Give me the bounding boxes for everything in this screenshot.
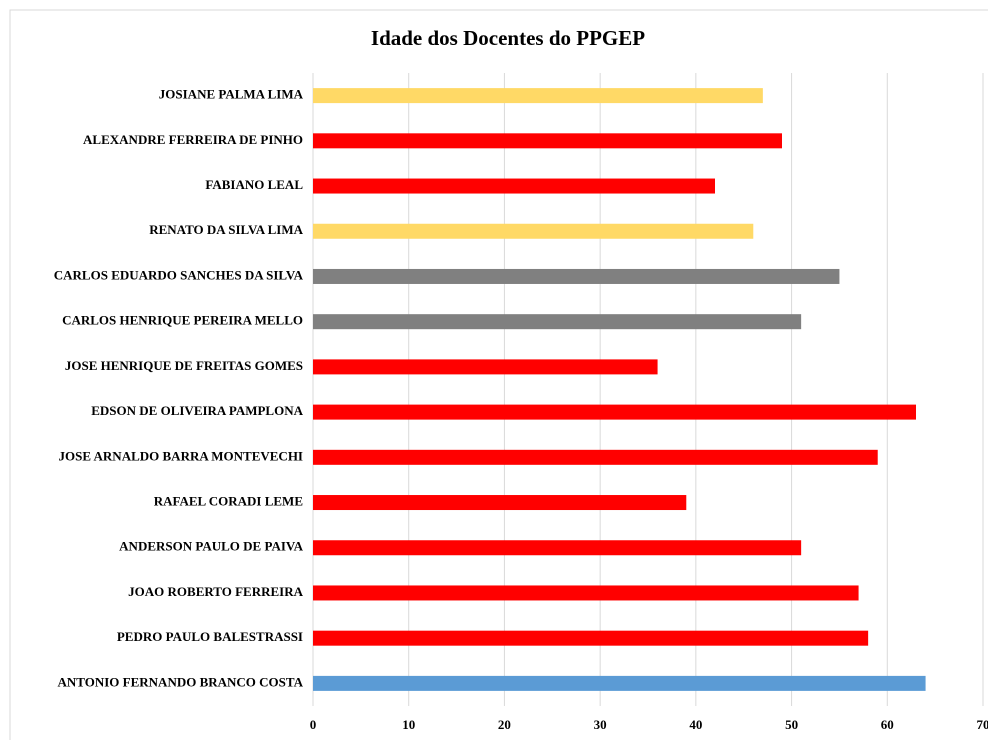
x-tick-label: 10 [402, 717, 415, 732]
x-tick-label: 0 [310, 717, 317, 732]
y-tick-label: ANTONIO FERNANDO BRANCO COSTA [58, 674, 304, 689]
bar [313, 314, 802, 330]
bar [313, 268, 840, 284]
y-tick-label: CARLOS EDUARDO SANCHES DA SILVA [54, 267, 304, 282]
chart-frame [9, 9, 988, 740]
y-tick-label: FABIANO LEAL [205, 177, 303, 192]
x-tick-label: 20 [498, 717, 511, 732]
y-tick-label: PEDRO PAULO BALESTRASSI [117, 629, 303, 644]
bar [313, 540, 802, 556]
y-tick-label: JOAO ROBERTO FERREIRA [128, 584, 303, 599]
chart-title: Idade dos Docentes do PPGEP [371, 26, 645, 50]
y-tick-label: ALEXANDRE FERREIRA DE PINHO [83, 132, 303, 147]
bar [313, 133, 782, 149]
bar [313, 223, 754, 239]
y-tick-label: JOSE ARNALDO BARRA MONTEVECHI [58, 448, 303, 463]
y-tick-label: CARLOS HENRIQUE PEREIRA MELLO [62, 313, 303, 328]
x-tick-label: 40 [689, 717, 702, 732]
y-tick-label: RENATO DA SILVA LIMA [149, 222, 303, 237]
bar [313, 178, 715, 194]
bar [313, 675, 926, 691]
bar [313, 88, 763, 104]
y-tick-label: EDSON DE OLIVEIRA PAMPLONA [91, 403, 303, 418]
x-tick-label: 50 [785, 717, 798, 732]
bar [313, 630, 869, 646]
y-tick-label: JOSE HENRIQUE DE FREITAS GOMES [65, 358, 303, 373]
bar [313, 449, 878, 465]
y-tick-label: ANDERSON PAULO DE PAIVA [119, 539, 303, 554]
bar [313, 404, 916, 420]
bar [313, 585, 859, 601]
x-tick-label: 30 [594, 717, 607, 732]
y-tick-label: JOSIANE PALMA LIMA [159, 87, 304, 102]
x-tick-label: 70 [977, 717, 988, 732]
bar [313, 495, 687, 511]
bar [313, 359, 658, 375]
x-tick-label: 60 [881, 717, 894, 732]
y-tick-label: RAFAEL CORADI LEME [154, 494, 303, 509]
